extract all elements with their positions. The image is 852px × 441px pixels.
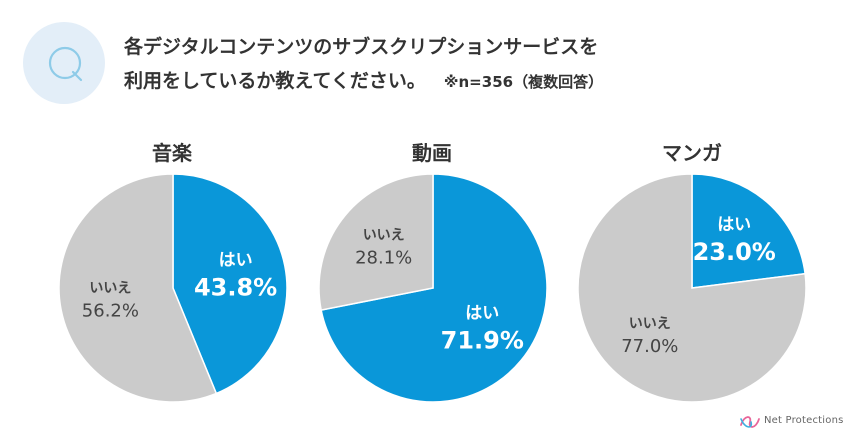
slice-label-music-no: いいえ: [89, 280, 131, 296]
logo-text: Net Protections: [764, 415, 844, 426]
slice-value-manga-no: 77.0%: [621, 336, 678, 357]
question-line-2-text: 利用をしているか教えてください。: [124, 70, 426, 92]
chart-title-music: 音楽: [152, 141, 192, 165]
question-text: 各デジタルコンテンツのサブスクリプションサービスを 利用をしているか教えてくださ…: [124, 30, 824, 99]
logo-icon: [740, 416, 760, 428]
net-protections-logo: Net Protections: [738, 411, 848, 433]
slice-value-music-no: 56.2%: [82, 300, 139, 321]
question-badge: [23, 22, 105, 104]
pie-slice-manga-no: [577, 173, 807, 403]
pie-slice-video-no: [318, 173, 434, 311]
slice-value-manga-yes: 23.0%: [693, 238, 776, 266]
question-line-2: 利用をしているか教えてください。 ※n=356（複数回答）: [124, 64, 824, 99]
question-line-1: 各デジタルコンテンツのサブスクリプションサービスを: [124, 36, 599, 58]
slice-value-music-yes: 43.8%: [194, 274, 277, 302]
sample-size-note: ※n=356（複数回答）: [443, 73, 604, 91]
slice-value-video-no: 28.1%: [355, 248, 412, 269]
slice-label-manga-no: いいえ: [629, 316, 671, 332]
slice-value-video-yes: 71.9%: [441, 327, 524, 355]
pie-slice-music-yes: [172, 173, 288, 395]
question-q-icon: [48, 46, 83, 82]
pie-slice-music-no: [58, 173, 218, 403]
slice-label-manga-yes: はい: [717, 215, 751, 235]
chart-title-manga: マンガ: [662, 141, 722, 165]
slice-label-music-yes: はい: [219, 251, 253, 271]
pie-slice-video-yes: [320, 173, 548, 403]
slice-label-video-yes: はい: [465, 304, 499, 324]
chart-title-video: 動画: [412, 141, 452, 165]
pie-slice-manga-yes: [691, 173, 806, 289]
slice-label-video-no: いいえ: [363, 228, 405, 244]
